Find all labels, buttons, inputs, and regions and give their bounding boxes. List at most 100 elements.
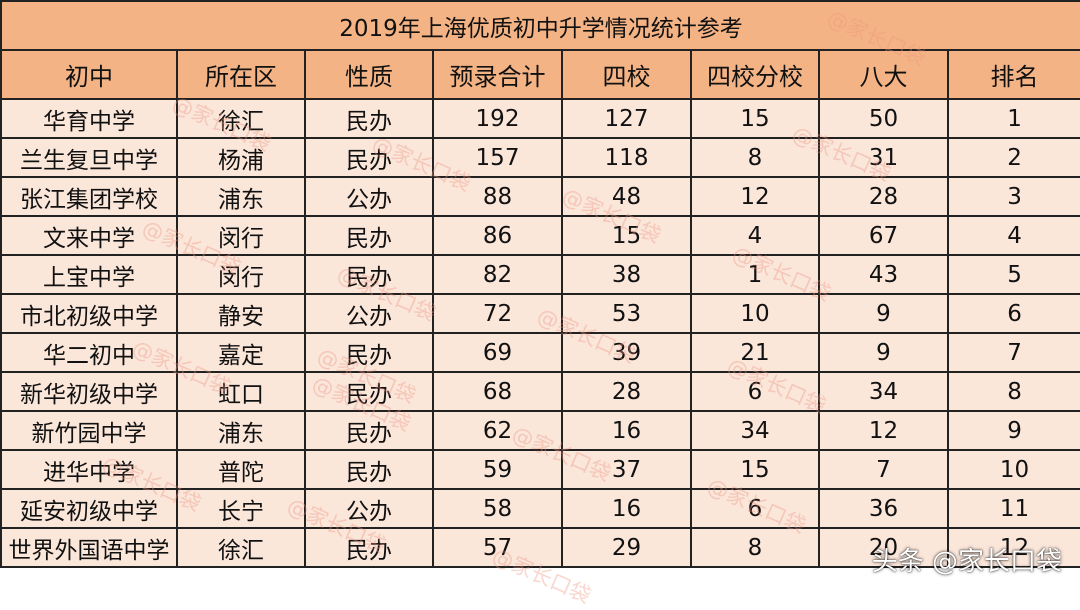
table-cell: 82 [432,254,563,295]
table-cell: 68 [432,371,563,412]
table-cell: 浦东 [176,410,306,451]
table-cell: 民办 [304,449,434,490]
column-header: 初中 [0,49,178,100]
table-cell: 民办 [304,137,434,178]
table-cell: 杨浦 [176,137,306,178]
table-cell: 民办 [304,215,434,256]
table-cell: 华育中学 [0,98,178,139]
table-cell: 4 [690,215,820,256]
table-cell: 长宁 [176,488,306,529]
table-cell: 16 [561,488,692,529]
table-cell: 62 [432,410,563,451]
table-cell: 1 [946,98,1080,139]
table-cell: 闵行 [176,215,306,256]
table-cell: 53 [561,293,692,334]
table-cell: 9 [818,293,949,334]
table-cell: 民办 [304,410,434,451]
table-cell: 88 [432,176,563,217]
table-cell: 世界外国语中学 [0,527,178,568]
table-cell: 民办 [304,371,434,412]
table-row: 华育中学 徐汇 民办 192 127 15 50 1 [0,98,1080,139]
table-cell: 8 [946,371,1080,412]
table-cell: 9 [946,410,1080,451]
table-cell: 28 [561,371,692,412]
table-cell: 新竹园中学 [0,410,178,451]
table-cell: 3 [946,176,1080,217]
column-header: 预录合计 [432,49,563,100]
table-cell: 36 [818,488,949,529]
table-cell: 192 [432,98,563,139]
table-row: 新华初级中学 虹口 民办 68 28 6 34 8 [0,371,1080,412]
column-header: 所在区 [176,49,306,100]
table-cell: 张江集团学校 [0,176,178,217]
table-cell: 28 [818,176,949,217]
table-cell: 72 [432,293,563,334]
credit-label: 头条 @家长口袋 [871,547,1062,577]
table-cell: 7 [946,332,1080,373]
table-cell: 10 [946,449,1080,490]
table-cell: 10 [690,293,820,334]
table-cell: 2 [946,137,1080,178]
table-cell: 11 [946,488,1080,529]
table-row: 延安初级中学 长宁 公办 58 16 6 36 11 [0,488,1080,529]
table-cell: 127 [561,98,692,139]
table-cell: 57 [432,527,563,568]
table-cell: 闵行 [176,254,306,295]
table-cell: 86 [432,215,563,256]
table-row: 进华中学 普陀 民办 59 37 15 7 10 [0,449,1080,490]
table-row: 市北初级中学 静安 公办 72 53 10 9 6 [0,293,1080,334]
table-cell: 浦东 [176,176,306,217]
table-cell: 16 [561,410,692,451]
table-row: 张江集团学校 浦东 公办 88 48 12 28 3 [0,176,1080,217]
table-cell: 8 [690,137,820,178]
table-cell: 新华初级中学 [0,371,178,412]
table-cell: 民办 [304,254,434,295]
table-row: 兰生复旦中学 杨浦 民办 157 118 8 31 2 [0,137,1080,178]
table-cell: 公办 [304,176,434,217]
column-header: 八大 [818,49,949,100]
table-cell: 12 [818,410,949,451]
table-cell: 民办 [304,98,434,139]
column-header: 四校 [561,49,692,100]
table-row: 新竹园中学 浦东 民办 62 16 34 12 9 [0,410,1080,451]
table-cell: 15 [690,449,820,490]
table-cell: 15 [690,98,820,139]
header-row: 初中 所在区 性质 预录合计 四校 四校分校 八大 排名 [0,49,1080,100]
table-cell: 华二初中 [0,332,178,373]
table-title: 2019年上海优质初中升学情况统计参考 [0,0,1080,51]
column-header: 性质 [304,49,434,100]
column-header: 四校分校 [690,49,820,100]
table-cell: 31 [818,137,949,178]
table-cell: 58 [432,488,563,529]
table-cell: 徐汇 [176,527,306,568]
table-cell: 普陀 [176,449,306,490]
table-cell: 虹口 [176,371,306,412]
title-row: 2019年上海优质初中升学情况统计参考 [0,0,1080,51]
table-cell: 6 [946,293,1080,334]
table-cell: 上宝中学 [0,254,178,295]
table-cell: 12 [690,176,820,217]
table-row: 世界外国语中学 徐汇 民办 57 29 8 20 12 [0,527,1080,568]
table-cell: 进华中学 [0,449,178,490]
table-cell: 59 [432,449,563,490]
table-cell: 延安初级中学 [0,488,178,529]
table-cell: 市北初级中学 [0,293,178,334]
table-cell: 15 [561,215,692,256]
column-header: 排名 [946,49,1080,100]
table-cell: 8 [690,527,820,568]
table-row: 文来中学 闵行 民办 86 15 4 67 4 [0,215,1080,256]
school-stats-table: 2019年上海优质初中升学情况统计参考 初中 所在区 性质 预录合计 四校 四校分校 八大排… [0,0,1080,568]
table-cell: 34 [818,371,949,412]
table-cell: 静安 [176,293,306,334]
table-cell: 38 [561,254,692,295]
table-cell: 4 [946,215,1080,256]
table-cell: 67 [818,215,949,256]
table-cell: 157 [432,137,563,178]
table-cell: 兰生复旦中学 [0,137,178,178]
table-cell: 5 [946,254,1080,295]
table-cell: 嘉定 [176,332,306,373]
table-cell: 21 [690,332,820,373]
table-cell: 39 [561,332,692,373]
table-cell: 37 [561,449,692,490]
